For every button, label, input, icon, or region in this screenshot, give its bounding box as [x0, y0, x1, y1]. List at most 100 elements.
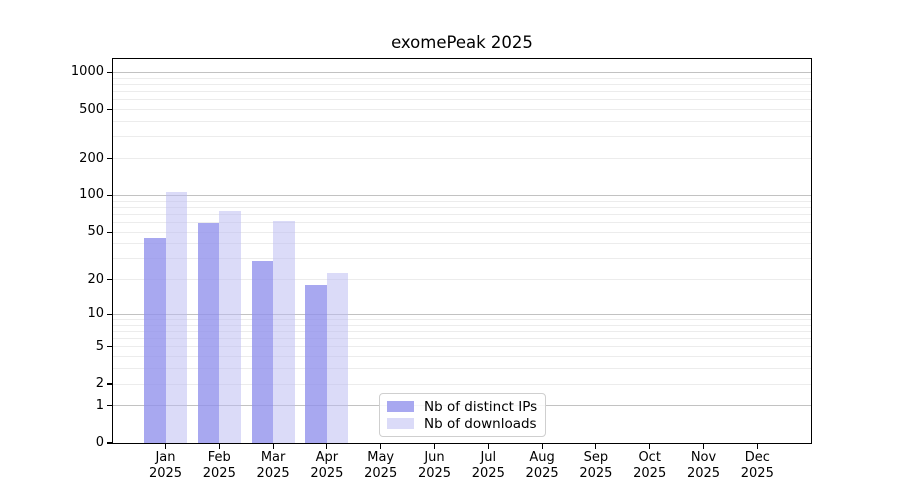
bar-feb-downloads — [219, 211, 241, 443]
gridline-minor — [113, 346, 811, 348]
y-tick-label: 1 — [95, 397, 104, 413]
x-tick-month: Dec — [744, 450, 770, 465]
x-tick-month: Nov — [690, 450, 717, 465]
gridline-major — [113, 71, 811, 73]
x-tick-year: 2025 — [740, 465, 774, 481]
y-tick-mark — [107, 313, 113, 315]
x-tick-mark — [702, 444, 705, 449]
y-tick-label: 500 — [79, 101, 104, 117]
legend-entry-distinct-ips: Nb of distinct IPs — [387, 399, 537, 415]
y-tick-mark — [107, 108, 113, 111]
gridline-minor — [113, 136, 811, 138]
legend-swatch-distinct-ips — [387, 401, 414, 412]
x-tick-label: Aug 2025 — [512, 450, 572, 481]
x-tick-year: 2025 — [202, 465, 236, 481]
x-tick-month: Sep — [583, 450, 609, 465]
x-tick-month: Jul — [480, 450, 497, 465]
x-tick-year: 2025 — [633, 465, 667, 481]
x-tick-mark — [164, 444, 167, 449]
y-tick-mark — [107, 405, 113, 407]
x-tick-year: 2025 — [364, 465, 398, 481]
x-tick-year: 2025 — [579, 465, 613, 481]
gridline-minor — [113, 109, 811, 111]
x-tick-month: Oct — [638, 450, 661, 465]
x-tick-month: Mar — [260, 450, 286, 465]
y-tick-mark — [107, 231, 113, 233]
gridline-minor — [113, 368, 811, 370]
gridline-major — [113, 313, 811, 315]
y-tick-label: 2 — [95, 376, 104, 392]
x-tick-mark — [595, 444, 597, 449]
y-tick-mark — [107, 71, 113, 74]
bar-feb-distinct-ips — [197, 222, 220, 443]
gridline-minor — [113, 356, 811, 358]
x-tick-label: Sep 2025 — [566, 450, 626, 481]
x-tick-label: Jun 2025 — [405, 450, 465, 481]
x-tick-mark — [218, 444, 220, 449]
y-tick-label: 10 — [87, 306, 104, 322]
chart-title: exomePeak 2025 — [391, 33, 533, 52]
x-tick-year: 2025 — [525, 465, 559, 481]
bar-apr-downloads — [326, 272, 349, 443]
y-tick-label: 5 — [95, 338, 104, 354]
gridline-minor — [113, 231, 811, 233]
x-tick-month: Apr — [315, 450, 339, 465]
x-tick-label: Dec 2025 — [727, 450, 787, 481]
x-tick-year: 2025 — [256, 465, 290, 481]
x-tick-label: Oct 2025 — [620, 450, 680, 481]
x-tick-label: Jul 2025 — [458, 450, 518, 481]
gridline-minor — [113, 200, 811, 202]
y-tick-mark — [107, 442, 113, 444]
legend-swatch-downloads — [387, 418, 414, 429]
bar-apr-distinct-ips — [305, 285, 327, 443]
y-tick-mark — [107, 157, 113, 160]
x-tick-year: 2025 — [417, 465, 452, 481]
x-tick-mark — [756, 444, 758, 449]
x-tick-label: Mar 2025 — [243, 450, 303, 481]
x-tick-month: Feb — [207, 450, 231, 465]
x-tick-year: 2025 — [686, 465, 721, 481]
y-tick-label: 0 — [95, 435, 104, 450]
gridline-minor — [113, 206, 811, 208]
y-tick-label: 1000 — [70, 64, 104, 80]
gridline-minor — [113, 158, 811, 160]
gridline-minor — [113, 330, 811, 332]
legend-label-distinct-ips: Nb of distinct IPs — [424, 398, 538, 415]
bar-jan-downloads — [165, 192, 187, 443]
gridline-minor — [113, 243, 811, 245]
y-tick-label: 200 — [79, 150, 104, 166]
legend-label-downloads: Nb of downloads — [424, 415, 537, 432]
x-tick-mark — [272, 444, 274, 449]
y-tick-mark — [107, 194, 113, 197]
x-tick-label: May 2025 — [351, 450, 411, 481]
x-tick-label: Nov 2025 — [674, 450, 734, 481]
x-tick-label: Apr 2025 — [297, 450, 357, 481]
legend-entry-downloads: Nb of downloads — [387, 416, 537, 432]
x-tick-mark — [380, 444, 382, 449]
gridline-minor — [113, 222, 811, 223]
gridline-minor — [113, 279, 811, 281]
x-tick-month: Jun — [424, 450, 445, 465]
gridline-minor — [113, 213, 811, 215]
y-tick-mark — [107, 383, 113, 385]
y-tick-label: 20 — [87, 271, 104, 287]
gridline-minor — [113, 121, 811, 122]
x-tick-mark — [649, 444, 651, 449]
legend: Nb of distinct IPs Nb of downloads — [379, 393, 546, 437]
x-tick-mark — [487, 444, 489, 449]
x-tick-label: Jan 2025 — [136, 450, 196, 481]
bar-mar-distinct-ips — [251, 260, 274, 443]
y-tick-mark — [107, 279, 113, 281]
gridline-minor — [113, 77, 811, 79]
x-tick-mark — [326, 444, 328, 449]
gridline-minor — [113, 258, 811, 260]
gridline-minor — [113, 338, 811, 340]
bar-jan-distinct-ips — [144, 237, 166, 443]
gridline-minor — [113, 99, 811, 101]
gridline-minor — [113, 91, 811, 93]
gridline-minor — [113, 324, 811, 326]
x-tick-mark — [541, 444, 543, 449]
gridline-minor — [113, 83, 811, 85]
x-tick-label: Feb 2025 — [189, 450, 249, 481]
